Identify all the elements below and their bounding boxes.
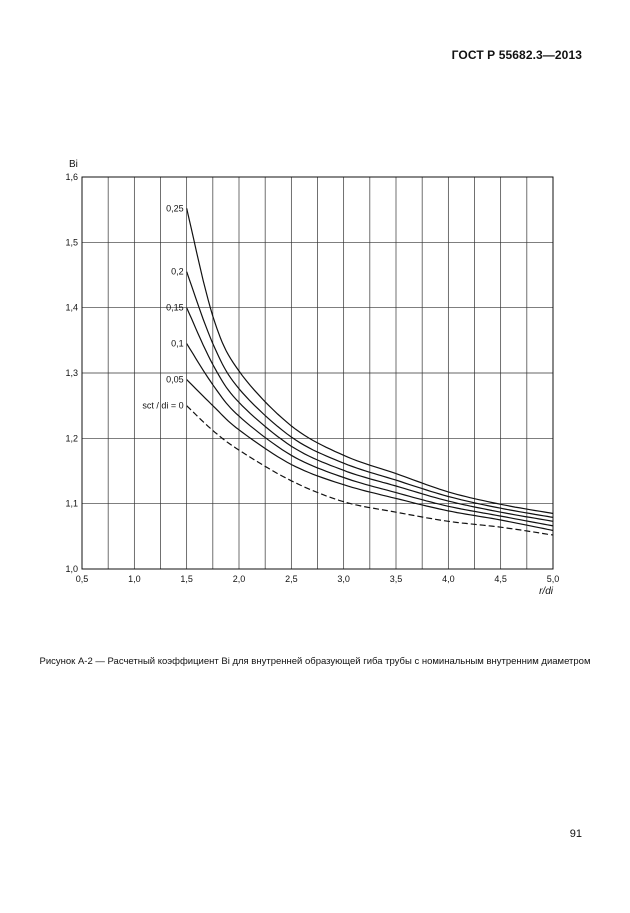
y-axis-label: Bi: [69, 159, 78, 170]
y-tick-label: 1,0: [65, 564, 78, 574]
x-tick-label: 2,0: [233, 574, 246, 584]
y-tick-label: 1,6: [65, 172, 78, 182]
figure-caption: Рисунок А-2 — Расчетный коэффициент Bi д…: [39, 656, 591, 667]
y-tick-label: 1,3: [65, 368, 78, 378]
series-label: 0,25: [166, 203, 184, 213]
x-tick-label: 3,5: [390, 574, 403, 584]
series-line: [186, 343, 554, 527]
page-number: 91: [569, 828, 582, 840]
series-label: 0,15: [166, 303, 184, 313]
x-tick-label: 4,0: [442, 574, 455, 584]
document-header: ГОСТ Р 55682.3—2013: [451, 48, 582, 62]
x-tick-label: 1,0: [128, 574, 141, 584]
series-line: [186, 405, 554, 536]
series-labels: 0,25 0,2 0,15 0,1 0,05 sct / di = 0: [142, 203, 183, 410]
series-label: sct / di = 0: [142, 401, 183, 411]
y-tick-label: 1,1: [65, 499, 78, 509]
series-label: 0,05: [166, 375, 184, 385]
grid: [82, 177, 553, 569]
x-tick-label: 5,0: [547, 574, 560, 584]
series-line: [186, 271, 554, 518]
series-label: 0,2: [171, 267, 184, 277]
series-lines: [186, 208, 554, 536]
series-line: [186, 379, 554, 532]
series-line: [186, 208, 554, 515]
x-tick-label: 3,0: [337, 574, 350, 584]
series-label: 0,1: [171, 339, 184, 349]
y-tick-label: 1,4: [65, 303, 78, 313]
y-tick-label: 1,2: [65, 433, 78, 443]
x-tick-label: 2,5: [285, 574, 298, 584]
x-tick-label: 4,5: [494, 574, 507, 584]
x-axis-label: r/di: [539, 586, 554, 597]
y-tick-label: 1,5: [65, 237, 78, 247]
series-line: [186, 307, 554, 522]
plot-frame: [81, 176, 554, 570]
tick-labels: 0,5 1,0 1,5 2,0 2,5 3,0 3,5 4,0 4,5 5,01,01,11,21…: [65, 172, 559, 584]
x-tick-label: 0,5: [76, 574, 89, 584]
x-tick-label: 1,5: [180, 574, 193, 584]
